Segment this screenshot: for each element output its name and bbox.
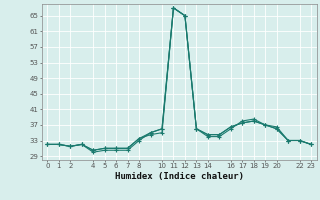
X-axis label: Humidex (Indice chaleur): Humidex (Indice chaleur) — [115, 172, 244, 181]
